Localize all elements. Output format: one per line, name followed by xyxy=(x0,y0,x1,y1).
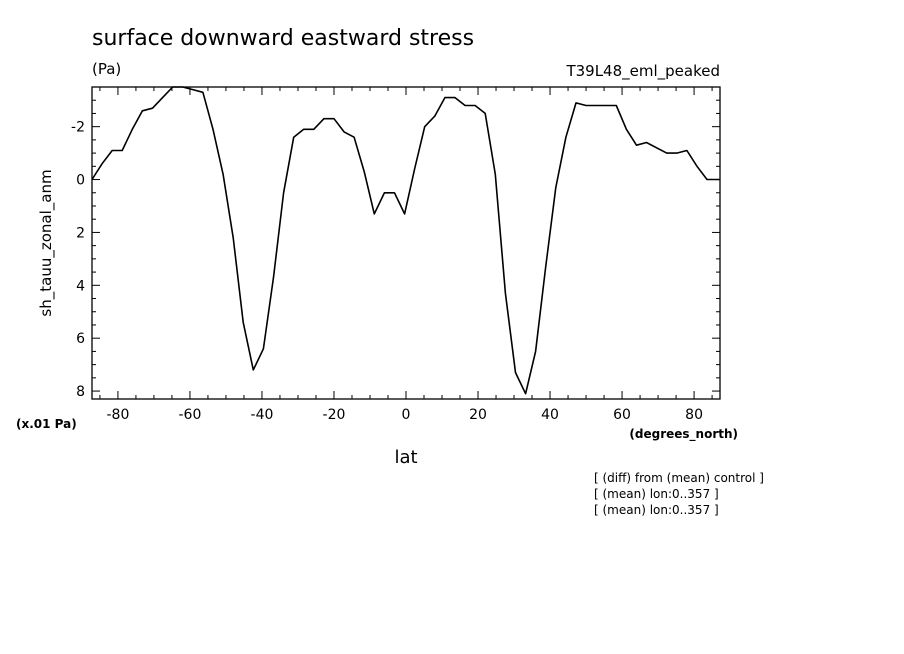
x-unit-label: (degrees_north) xyxy=(629,427,738,442)
x-tick-label: 40 xyxy=(541,407,559,423)
x-tick-label: -20 xyxy=(323,407,346,423)
y-axis-label: sh_tauu_zonal_anm xyxy=(37,169,56,316)
units-label: (Pa) xyxy=(92,60,121,78)
y-axis-ticks: -2 0 2 4 6 8 xyxy=(71,120,720,400)
y-tick-label: 4 xyxy=(76,278,85,294)
plot-frame-group xyxy=(91,86,721,400)
y-tick-label: 2 xyxy=(76,225,85,241)
plot-frame xyxy=(91,86,721,400)
series-line xyxy=(91,86,720,395)
y-tick-label: 6 xyxy=(76,331,85,347)
x-tick-label: 20 xyxy=(469,407,487,423)
x-tick-label: -80 xyxy=(106,407,129,423)
x-axis-ticks: -80 -60 -40 -20 0 20 40 60 80 xyxy=(106,87,703,423)
x-tick-label: 0 xyxy=(402,407,411,423)
x-tick-label: -60 xyxy=(179,407,202,423)
run-label: T39L48_eml_peaked xyxy=(565,62,720,81)
minor-ticks xyxy=(92,86,720,399)
note-line-2: [ (mean) lon:0..357 ] xyxy=(594,487,719,501)
y-scale-label: (x.01 Pa) xyxy=(16,417,77,431)
note-line-3: [ (mean) lon:0..357 ] xyxy=(594,503,719,517)
chart-title: surface downward eastward stress xyxy=(92,26,474,51)
note-line-1: [ (diff) from (mean) control ] xyxy=(594,471,764,485)
y-tick-label: 8 xyxy=(76,384,85,400)
x-tick-label: 60 xyxy=(613,407,631,423)
y-tick-label: -2 xyxy=(71,120,85,136)
x-tick-label: -40 xyxy=(251,407,274,423)
series-group xyxy=(91,86,720,395)
x-tick-label: 80 xyxy=(685,407,703,423)
y-tick-label: 0 xyxy=(76,173,85,189)
x-axis-label: lat xyxy=(394,447,417,468)
